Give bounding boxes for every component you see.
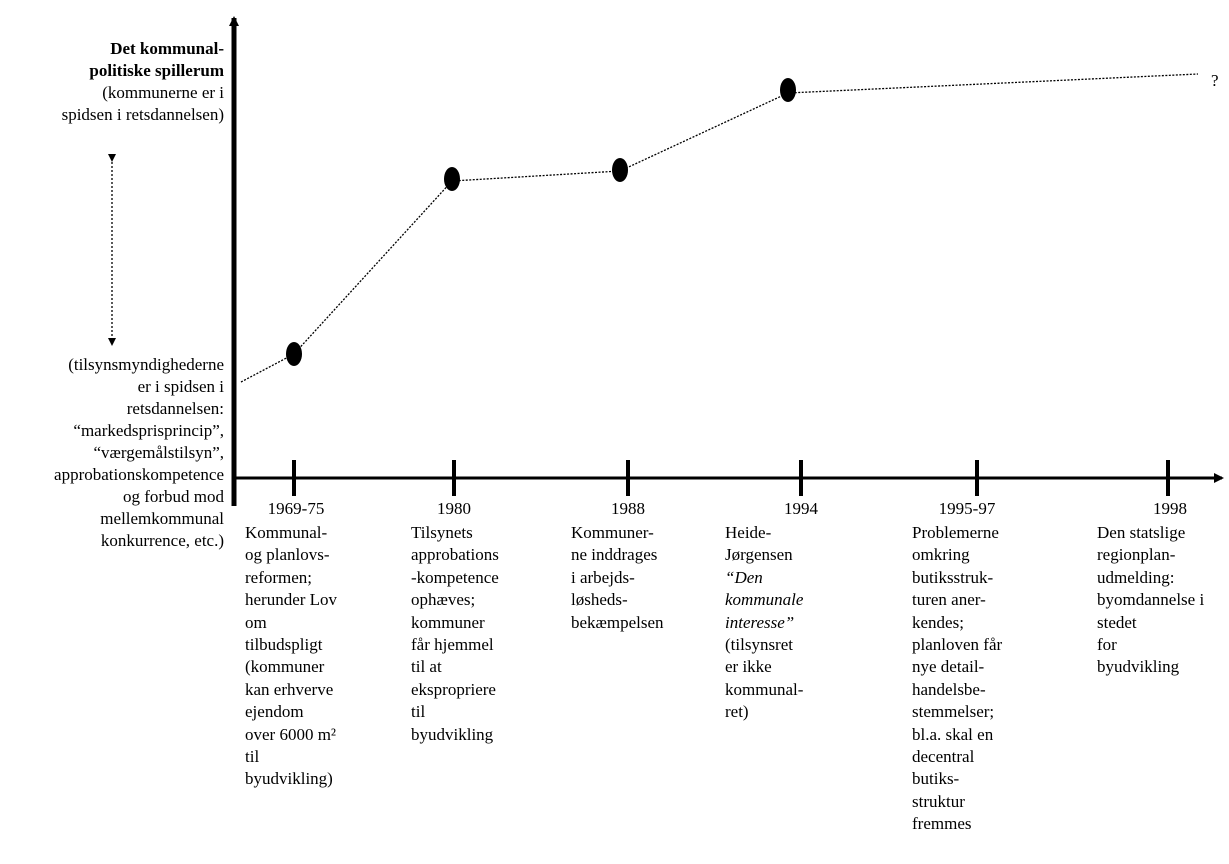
y-axis-bottom-label: (tilsynsmyndighederne er i spidsen i ret…: [0, 354, 224, 552]
description-line: regionplan-: [1097, 545, 1176, 565]
description-line: struktur: [912, 791, 965, 811]
event-description-1980: Tilsynets approbations -kompetence ophæv…: [411, 522, 499, 746]
description-line: butiksstruk-: [912, 567, 994, 587]
y-axis-subtitle-line-1: (kommunerne er i: [102, 83, 224, 102]
description-line: nye detail-: [912, 657, 985, 677]
description-line: handelsbe-: [912, 679, 986, 699]
description-line: Problemerne: [912, 523, 999, 542]
event-description-1969-75: Kommunal- og planlovs- reformen; herunde…: [245, 522, 337, 791]
description-line: ejendom: [245, 702, 304, 722]
description-line: interesse”: [725, 612, 795, 632]
description-line: fremmes: [912, 814, 972, 834]
description-line: ophæves;: [411, 590, 476, 610]
event-description-1998: Den statslige regionplan- udmelding: byo…: [1097, 522, 1222, 679]
description-line: kommunal-: [725, 679, 804, 699]
y-bottom-line: er i spidsen i: [137, 377, 224, 396]
description-line: byudvikling: [1097, 657, 1180, 677]
event-description-1988: Kommuner- ne inddrages i arbejds- løshed…: [571, 522, 664, 634]
y-axis-top-label: Det kommunal- politiske spillerum (kommu…: [0, 38, 224, 126]
y-bottom-line: mellemkommunal: [100, 509, 224, 528]
y-bottom-line: (tilsynsmyndighederne: [68, 355, 224, 374]
year-label-1988: 1988: [611, 499, 645, 518]
description-line: kommunale: [725, 590, 804, 610]
description-line: udmelding:: [1097, 567, 1175, 587]
description-line: tilbudspligt: [245, 635, 323, 655]
description-line: Heide-: [725, 523, 772, 542]
description-line: får hjemmel: [411, 635, 494, 655]
year-label-1994: 1994: [784, 499, 818, 518]
description-line: herunder Lov: [245, 590, 338, 610]
y-bottom-line: approbationskompetence: [54, 465, 224, 484]
y-bottom-line: retsdannelsen:: [126, 399, 224, 418]
description-line: Kommunal-: [245, 523, 328, 542]
description-line: -kompetence: [411, 567, 499, 587]
description-line: til: [245, 747, 260, 767]
description-line: ne inddrages: [571, 545, 658, 565]
description-line: om: [245, 612, 267, 632]
description-line: byudvikling: [411, 724, 494, 744]
y-axis-title-line-1: Det kommunal-: [110, 39, 224, 58]
year-label-1995-97: 1995-97: [938, 499, 996, 518]
point-1969-75: [286, 342, 302, 366]
description-line: stemmelser;: [912, 702, 995, 722]
description-line: kommuner: [411, 612, 485, 632]
year-label-1998: 1998: [1153, 499, 1187, 518]
point-1988: [612, 158, 628, 182]
point-1994: [780, 78, 796, 102]
description-line: byomdannelse i stedet: [1097, 590, 1205, 632]
description-line: (kommuner: [245, 657, 325, 677]
y-bottom-line: konkurrence, etc.): [100, 531, 224, 550]
description-line: er ikke: [725, 657, 772, 677]
description-line: butiks-: [912, 769, 960, 789]
description-line: kan erhverve: [245, 679, 334, 699]
description-line: Kommuner-: [571, 523, 654, 542]
trend-end-question-mark: ?: [1211, 71, 1219, 90]
description-line: reformen;: [245, 567, 313, 587]
description-line: “Den: [725, 567, 763, 587]
event-description-1995-97: Problemerne omkring butiksstruk- turen a…: [912, 522, 1002, 836]
trend-line: [240, 73, 1199, 383]
description-line: for: [1097, 635, 1117, 655]
description-line: løsheds-: [571, 590, 628, 610]
description-line: til at: [411, 657, 442, 677]
description-line: bekæmpelsen: [571, 612, 664, 632]
description-line: byudvikling): [245, 769, 333, 789]
y-bottom-line: og forbud mod: [122, 487, 224, 506]
description-line: decentral: [912, 747, 975, 767]
description-line: approbations: [411, 545, 499, 565]
description-line: kendes;: [912, 612, 964, 632]
year-label-1969-75: 1969-75: [267, 499, 325, 518]
y-bottom-line: “værgemålstilsyn”,: [93, 443, 224, 462]
year-label-1980: 1980: [437, 499, 471, 518]
y-bottom-line: “markedsprisprincip”,: [73, 421, 224, 440]
description-line: bl.a. skal en: [912, 724, 994, 744]
y-axis-subtitle-line-2: spidsen i retsdannelsen): [61, 105, 224, 124]
description-line: til: [411, 702, 426, 722]
description-line: Jørgensen: [725, 545, 793, 565]
description-line: turen aner-: [912, 590, 986, 610]
description-line: omkring: [912, 545, 970, 565]
event-description-1994: Heide- Jørgensen “Den kommunale interess…: [725, 522, 803, 724]
description-line: i arbejds-: [571, 567, 635, 587]
description-line: planloven får: [912, 635, 1003, 655]
description-line: Den statslige: [1097, 523, 1186, 542]
point-1980: [444, 167, 460, 191]
description-line: Tilsynets: [411, 523, 473, 542]
description-line: ret): [725, 702, 749, 722]
description-line: (tilsynsret: [725, 635, 793, 655]
y-axis-title-line-2: politiske spillerum: [89, 61, 224, 80]
description-line: over 6000 m²: [245, 724, 337, 744]
description-line: og planlovs-: [245, 545, 330, 565]
description-line: ekspropriere: [411, 679, 496, 699]
